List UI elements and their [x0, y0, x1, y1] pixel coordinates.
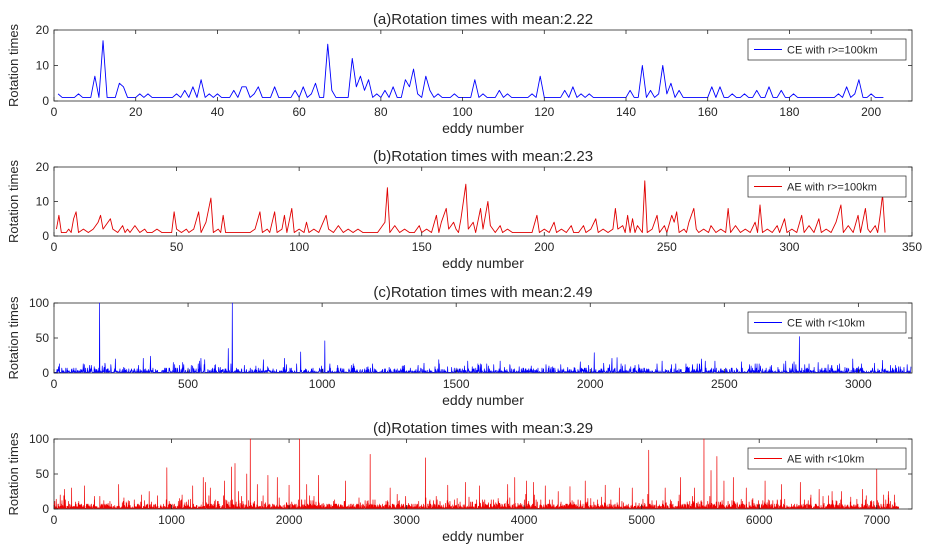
y-tick-label: 0: [42, 366, 49, 380]
panel-a-xlabel: eddy number: [442, 120, 524, 136]
y-tick-label: 10: [36, 195, 50, 209]
panel-b: 0 50 100 150 200 250 300 350 0 10 20 AE with r>=100…: [6, 148, 922, 271]
panel-c-legend-label: CE with r<10km: [787, 318, 865, 330]
x-tick-label: 0: [51, 240, 58, 254]
panel-a-title: (a)Rotation times with mean:2.22: [373, 11, 593, 28]
panel-d-xlabel: eddy number: [442, 528, 524, 544]
y-tick-label: 100: [29, 296, 49, 310]
x-tick-label: 140: [616, 105, 636, 119]
x-tick-label: 1500: [443, 377, 470, 391]
x-tick-label: 80: [374, 105, 388, 119]
y-tick-label: 0: [42, 229, 49, 243]
x-tick-label: 250: [657, 240, 677, 254]
x-tick-label: 0: [51, 513, 58, 527]
panel-a: 0 20 40 60 80 100 120 140 160 180 200 0 10 20 CE with …: [6, 11, 913, 136]
y-tick-label: 50: [36, 331, 50, 345]
x-tick-label: 2000: [276, 513, 303, 527]
x-tick-label: 1000: [158, 513, 185, 527]
panel-d: 0 1000 2000 3000 4000 5000 6000 7000 0 50 100 AE wi…: [6, 420, 913, 544]
panel-b-xlabel: eddy number: [442, 255, 524, 271]
y-tick-label: 100: [29, 432, 49, 446]
x-tick-label: 120: [534, 105, 554, 119]
x-tick-label: 500: [178, 377, 198, 391]
x-tick-label: 0: [51, 377, 58, 391]
x-tick-label: 3000: [845, 377, 872, 391]
x-tick-label: 1000: [309, 377, 336, 391]
y-tick-label: 0: [42, 502, 49, 516]
panel-a-series-line: [57, 40, 884, 98]
y-tick-label: 10: [36, 59, 50, 73]
y-tick-label: 20: [36, 160, 50, 174]
x-tick-label: 200: [861, 105, 881, 119]
x-tick-label: 4000: [511, 513, 538, 527]
panel-b-ylabel: Rotation times: [6, 159, 21, 243]
x-tick-label: 160: [698, 105, 718, 119]
x-tick-label: 7000: [863, 513, 890, 527]
panel-a-legend-box: [747, 38, 907, 61]
x-tick-label: 20: [129, 105, 143, 119]
x-tick-label: 6000: [746, 513, 773, 527]
panel-d-legend-label: AE with r<10km: [787, 454, 864, 466]
panel-c-ylabel: Rotation times: [6, 296, 21, 380]
panel-a-ylabel: Rotation times: [6, 23, 21, 107]
x-tick-label: 3000: [393, 513, 420, 527]
panel-d-title: (d)Rotation times with mean:3.29: [373, 420, 593, 437]
panel-d-series-line: [53, 438, 900, 509]
panel-c-xlabel: eddy number: [442, 392, 524, 408]
x-tick-label: 0: [51, 105, 58, 119]
panel-b-series-line: [56, 180, 886, 233]
panel-b-title: (b)Rotation times with mean:2.23: [373, 148, 593, 165]
x-tick-label: 200: [534, 240, 554, 254]
panel-c-legend-box: [747, 311, 907, 334]
panel-c-title: (c)Rotation times with mean:2.49: [373, 284, 592, 301]
x-tick-label: 40: [211, 105, 225, 119]
x-tick-label: 2000: [577, 377, 604, 391]
x-tick-label: 5000: [628, 513, 655, 527]
y-tick-label: 20: [36, 23, 50, 37]
x-tick-label: 350: [902, 240, 922, 254]
panel-d-ylabel: Rotation times: [6, 432, 21, 516]
panel-b-legend-box: [747, 175, 907, 198]
panel-c-series-line: [54, 302, 912, 373]
x-tick-label: 2500: [711, 377, 738, 391]
y-tick-label: 0: [42, 94, 49, 108]
x-tick-label: 300: [779, 240, 799, 254]
x-tick-label: 100: [289, 240, 309, 254]
panel-b-legend-label: AE with r>=100km: [787, 182, 877, 194]
panel-a-legend-label: CE with r>=100km: [787, 45, 877, 57]
x-tick-label: 180: [779, 105, 799, 119]
panel-c: 0 500 1000 1500 2000 2500 3000 0 50 100 CE with r<…: [6, 284, 913, 408]
x-tick-label: 150: [412, 240, 432, 254]
panel-d-legend-box: [747, 447, 907, 470]
x-tick-label: 100: [453, 105, 473, 119]
x-tick-label: 50: [170, 240, 184, 254]
y-tick-label: 50: [36, 467, 50, 481]
x-tick-label: 60: [292, 105, 306, 119]
